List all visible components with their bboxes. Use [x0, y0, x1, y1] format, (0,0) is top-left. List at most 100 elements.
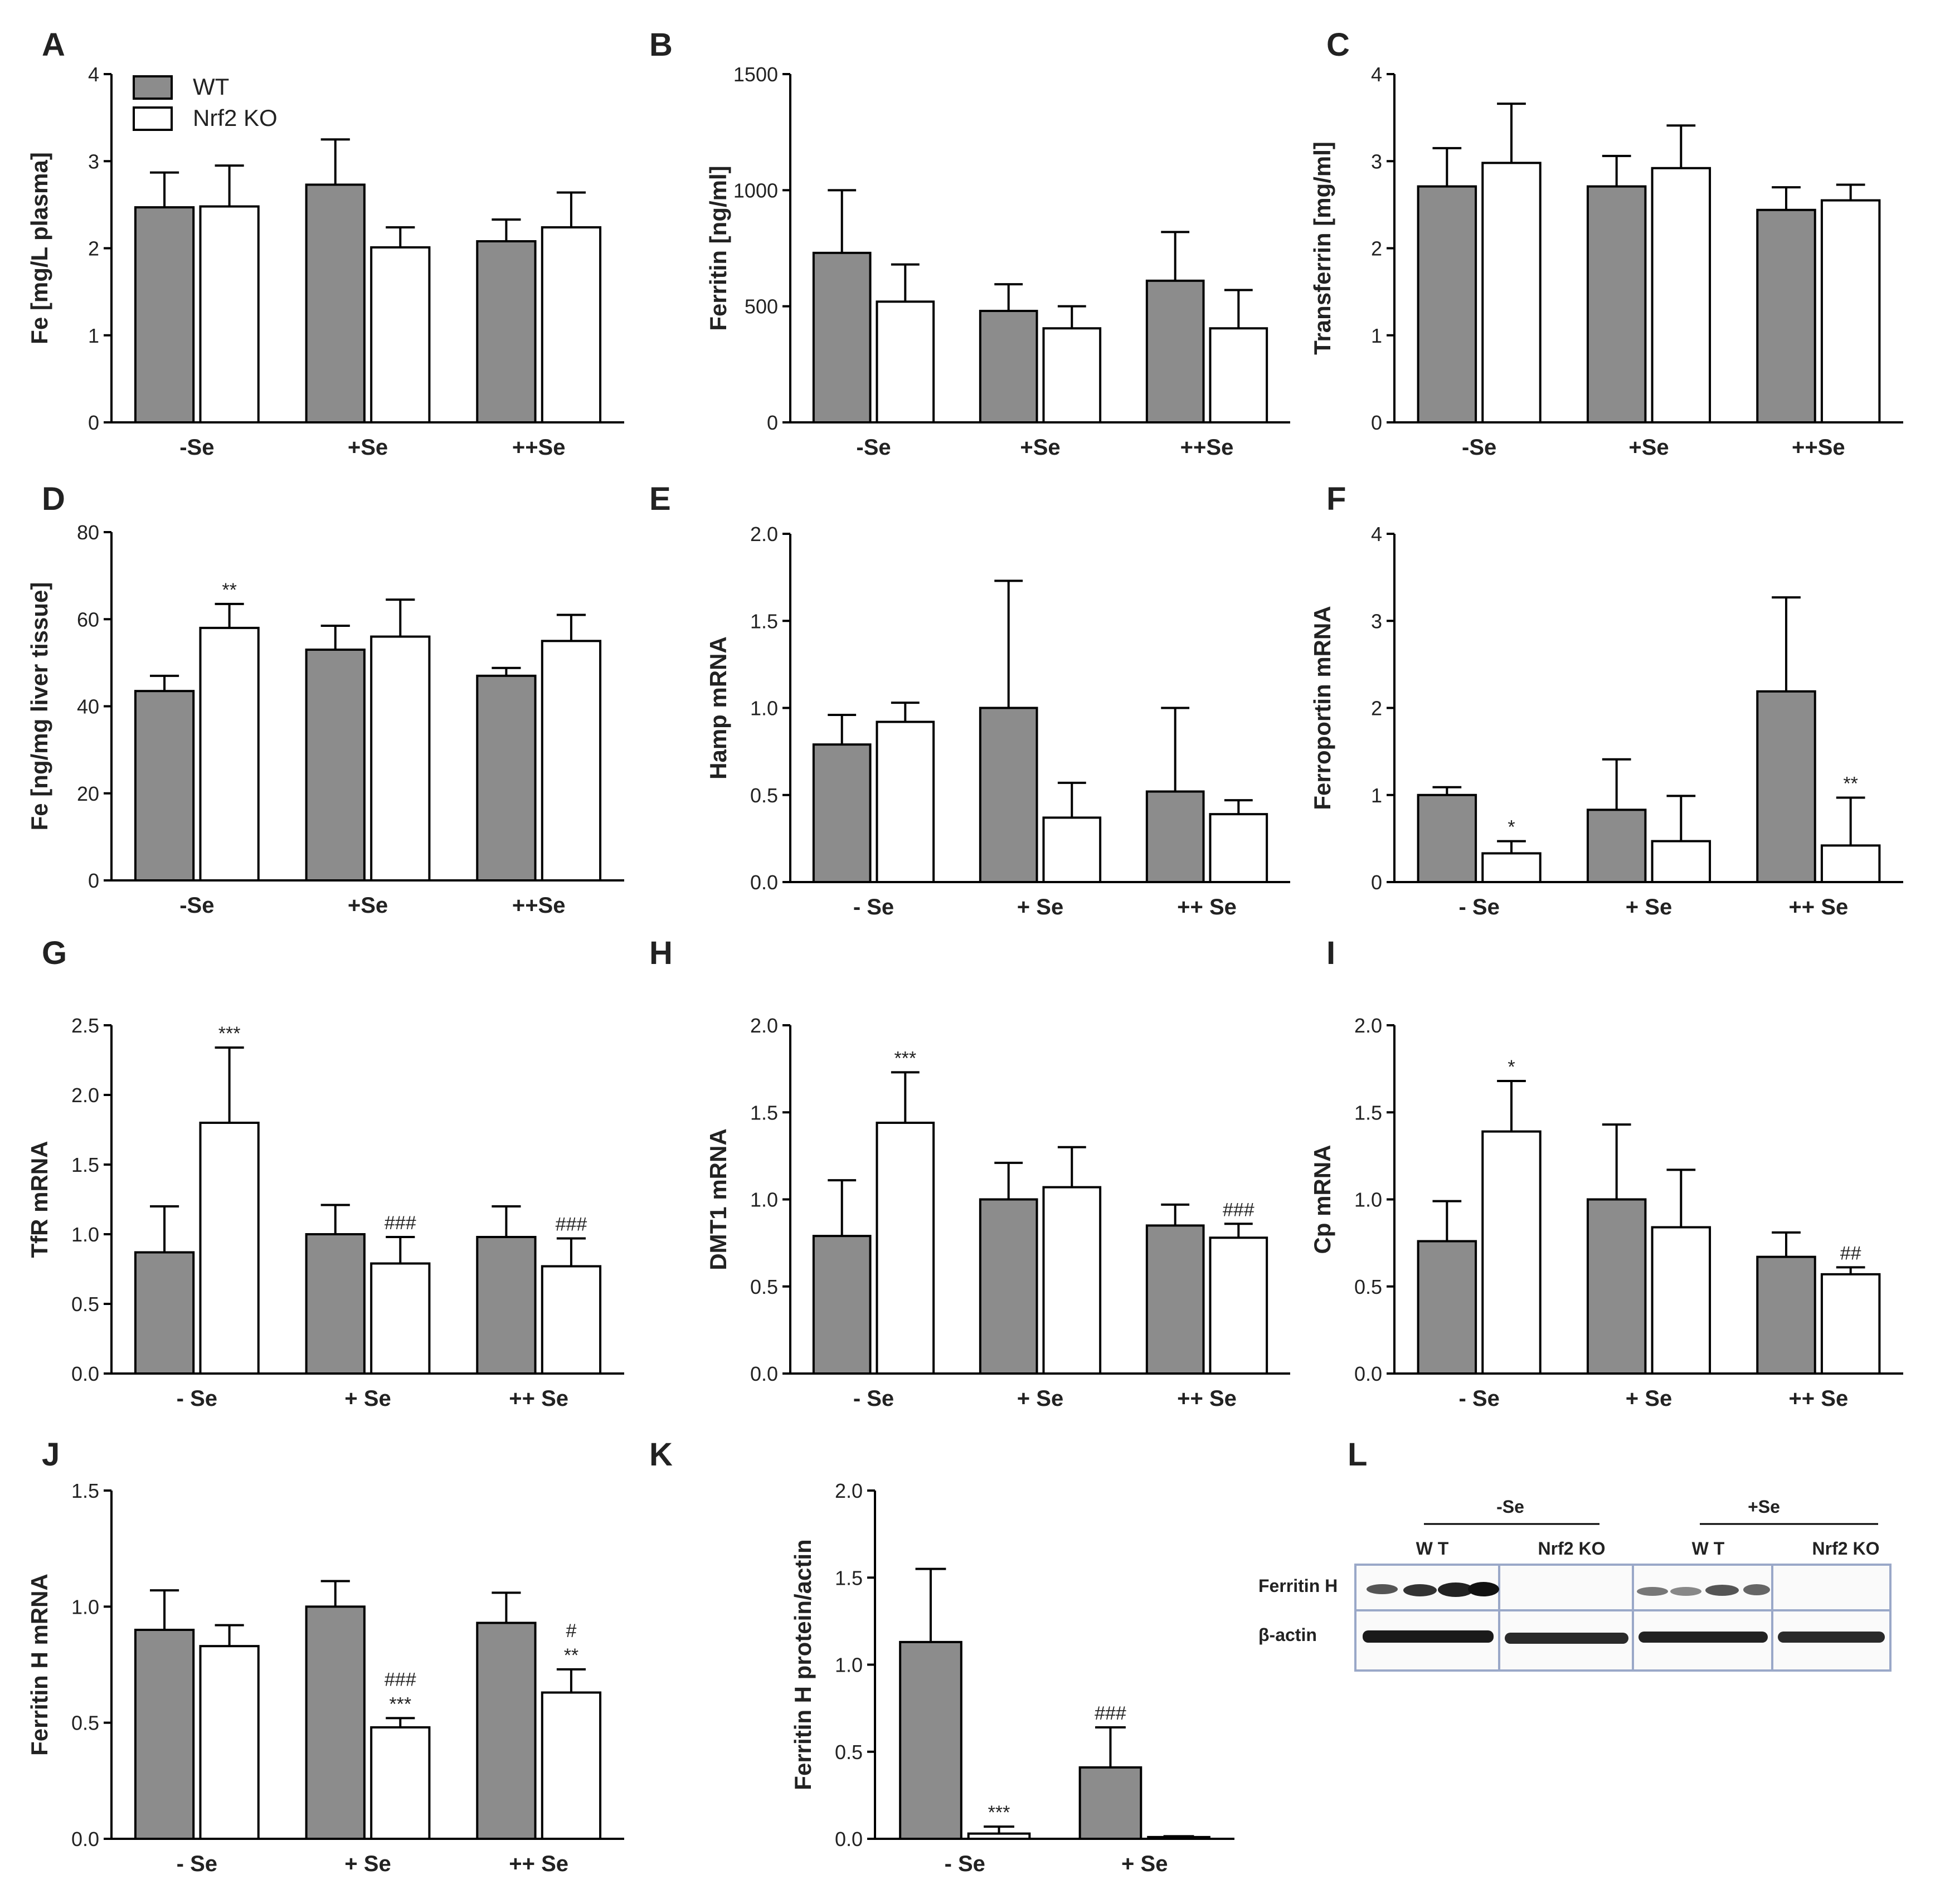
x-tick-label: - Se: [1458, 895, 1499, 919]
blot-subgroup-label: Nrf2 KO: [1538, 1538, 1606, 1559]
x-tick-label: +Se: [348, 893, 388, 918]
y-tick-label: 1: [1371, 324, 1382, 347]
chart-panel-f: F 0 1 2 3 4 Ferroportin mRNA * - Se + Se ** ++ Se: [1309, 481, 1903, 919]
blot-band-ferritin: [1468, 1582, 1499, 1596]
bar-wt: [1586, 1198, 1647, 1375]
blot-band-actin: [1505, 1633, 1628, 1644]
bar-ko: [1651, 840, 1712, 883]
significance-label: ###: [1223, 1199, 1255, 1220]
bar-wt: [134, 1629, 195, 1840]
bar-ko: [370, 635, 431, 882]
y-tick-label: 0.5: [71, 1712, 99, 1735]
y-tick-label: 1.0: [835, 1654, 863, 1677]
y-tick-label: 3: [1371, 150, 1382, 173]
y-tick-label: 0.0: [71, 1828, 99, 1851]
bar-wt: [812, 251, 872, 423]
chart-panel-k: K 0.0 0.5 1.0 1.5 2.0 Ferritin H protein/actin…: [649, 1436, 1234, 1876]
x-tick-label: + Se: [1121, 1852, 1168, 1876]
x-tick-label: ++ Se: [1177, 895, 1237, 919]
x-tick-label: - Se: [1458, 1386, 1499, 1411]
bar-wt: [305, 648, 366, 882]
bar-wt: [812, 743, 872, 883]
bar-wt: [134, 690, 195, 882]
y-tick-label: 1.0: [750, 697, 778, 720]
y-tick-label: 4: [88, 63, 99, 86]
chart-panel-g: G 0.0 0.5 1.0 1.5 2.0 2.5 TfR mRNA *** - Se ### + S…: [26, 935, 624, 1411]
y-tick-label: 0.0: [750, 1362, 778, 1385]
bar-wt: [476, 240, 537, 423]
x-tick-label: ++ Se: [1788, 1386, 1848, 1411]
y-axis-label: Ferritin H protein/actin: [790, 1539, 816, 1790]
x-tick-label: - Se: [177, 1852, 217, 1876]
blot-band-ferritin: [1637, 1587, 1668, 1596]
panel-letter: F: [1326, 481, 1346, 517]
y-tick-label: 1.5: [750, 610, 778, 632]
bar-wt: [979, 310, 1038, 423]
bar-wt: [134, 1251, 195, 1375]
bar-ko: [1042, 1186, 1102, 1375]
y-tick-label: 1.0: [750, 1189, 778, 1211]
y-tick-label: 1.0: [71, 1223, 99, 1246]
legend: WT Nrf2 KO: [133, 74, 278, 131]
y-axis-label: Hamp mRNA: [705, 636, 731, 780]
y-tick-label: 0.5: [750, 784, 778, 807]
significance-label: ***: [988, 1802, 1010, 1823]
significance-label: **: [222, 580, 236, 601]
x-tick-label: + Se: [1626, 1386, 1672, 1411]
bar-ko: [1820, 844, 1881, 883]
bar-ko: [1042, 816, 1102, 883]
blot-band-ferritin: [1367, 1584, 1398, 1594]
bar-ko: [1820, 199, 1881, 423]
y-tick-label: 0.5: [835, 1741, 863, 1764]
bar-ko: [1481, 1130, 1542, 1375]
bar-wt: [305, 183, 366, 423]
significance-label: ***: [218, 1023, 241, 1044]
blot-group-label: +Se: [1748, 1497, 1780, 1517]
y-tick-label: 2.0: [835, 1479, 863, 1502]
blot-band-actin: [1363, 1630, 1494, 1643]
x-tick-label: +Se: [1628, 435, 1669, 460]
y-axis-label: Ferritin H mRNA: [26, 1574, 52, 1756]
y-tick-label: 80: [77, 521, 99, 544]
blot-band-ferritin: [1403, 1584, 1437, 1596]
blot-band-ferritin: [1743, 1584, 1770, 1595]
significance-label: ##: [1840, 1243, 1861, 1264]
bar-wt: [1756, 208, 1816, 423]
y-tick-label: 0.5: [1354, 1275, 1382, 1298]
bar-ko: [1209, 1236, 1268, 1375]
bar-ko: [1042, 327, 1102, 423]
y-tick-label: 4: [1371, 63, 1382, 86]
x-tick-label: + Se: [344, 1852, 391, 1876]
bar-wt: [476, 674, 537, 882]
y-tick-label: 3: [88, 150, 99, 173]
panel-letter: C: [1326, 27, 1350, 63]
blot-subgroup-label: Nrf2 KO: [1812, 1538, 1880, 1559]
bar-wt: [1756, 1255, 1816, 1375]
y-tick-label: 0.5: [71, 1293, 99, 1316]
significance-label: ***: [894, 1048, 916, 1069]
y-tick-label: 2.0: [71, 1084, 99, 1107]
bar-ko: [541, 1691, 602, 1840]
bar-wt: [1145, 790, 1205, 883]
blot-panel: L -Se +Se W T Nrf2 KO W T Nrf2 KO Ferrit…: [1258, 1436, 1892, 1672]
bar-wt: [1586, 809, 1647, 883]
bar-ko: [876, 720, 935, 883]
panel-letter-l: L: [1348, 1436, 1367, 1473]
panel-letter: D: [42, 481, 65, 517]
y-tick-label: 0.0: [71, 1362, 99, 1385]
x-tick-label: -Se: [179, 893, 214, 918]
y-tick-label: 1.5: [835, 1566, 863, 1589]
x-tick-label: - Se: [177, 1386, 217, 1411]
blot-subgroup-label: W T: [1692, 1538, 1725, 1559]
significance-label: *: [1508, 817, 1515, 838]
x-tick-label: ++ Se: [1788, 895, 1848, 919]
blot-group-label: -Se: [1496, 1497, 1524, 1517]
y-axis-label: Ferritin [ng/ml]: [705, 165, 731, 330]
y-tick-label: 1.5: [71, 1479, 99, 1502]
y-axis-label: Transferrin [mg/ml]: [1309, 142, 1335, 355]
bar-wt: [1417, 185, 1477, 423]
x-tick-label: + Se: [1017, 895, 1063, 919]
y-tick-label: 20: [77, 782, 99, 805]
x-tick-label: - Se: [853, 1386, 894, 1411]
blot-row-label: β-actin: [1258, 1625, 1317, 1645]
